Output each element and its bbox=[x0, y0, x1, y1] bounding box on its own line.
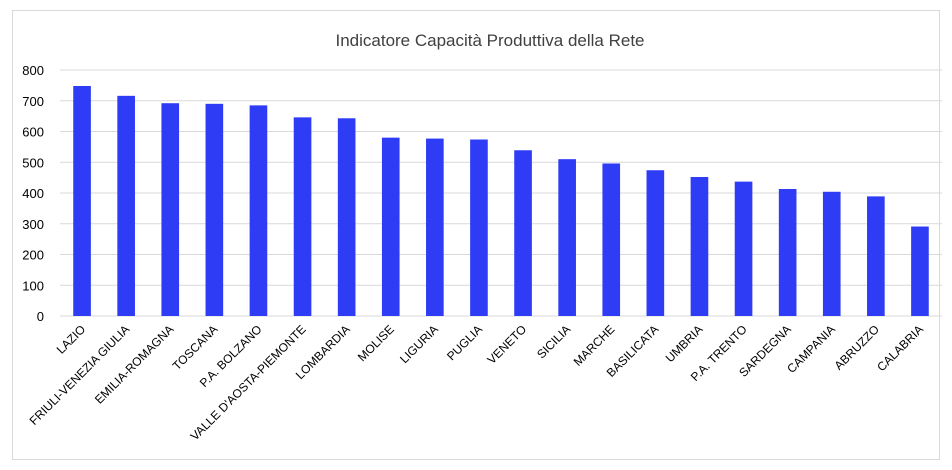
x-tick-label: VENETO bbox=[485, 322, 530, 367]
bar bbox=[778, 189, 797, 316]
y-tick-label: 200 bbox=[22, 248, 44, 263]
y-tick-label: 500 bbox=[22, 155, 44, 170]
bar bbox=[602, 163, 621, 316]
bar bbox=[867, 196, 885, 316]
bar bbox=[117, 95, 135, 316]
bar bbox=[690, 177, 709, 316]
bar bbox=[293, 117, 312, 316]
x-tick-label: EMILIA-ROMAGNA bbox=[92, 322, 176, 406]
x-tick-label: CAMPANIA bbox=[784, 322, 838, 376]
bar bbox=[337, 118, 356, 316]
chart-title: Indicatore Capacità Produttiva della Ret… bbox=[335, 31, 644, 50]
bar bbox=[470, 139, 488, 316]
x-tick-label: UMBRIA bbox=[663, 322, 706, 365]
y-tick-label: 800 bbox=[22, 63, 44, 78]
bar bbox=[205, 103, 224, 316]
x-tick-label: SICILIA bbox=[534, 322, 573, 361]
y-tick-label: 0 bbox=[37, 309, 44, 324]
bar bbox=[381, 137, 400, 316]
bar bbox=[161, 103, 180, 317]
bar bbox=[822, 191, 841, 316]
bar bbox=[734, 181, 753, 316]
x-tick-label: LAZIO bbox=[54, 322, 88, 356]
bar bbox=[426, 138, 444, 316]
bar bbox=[249, 105, 268, 316]
bar bbox=[646, 170, 665, 316]
y-tick-label: 700 bbox=[22, 94, 44, 109]
bar bbox=[73, 85, 91, 317]
bar bbox=[558, 159, 576, 316]
x-tick-label: MOLISE bbox=[355, 322, 397, 364]
x-tick-label: MARCHE bbox=[571, 322, 618, 369]
y-tick-label: 100 bbox=[22, 278, 44, 293]
y-tick-label: 300 bbox=[22, 217, 44, 232]
y-tick-label: 400 bbox=[22, 186, 44, 201]
bar bbox=[514, 150, 532, 316]
x-tick-label: LIGURIA bbox=[397, 322, 441, 366]
x-tick-label: PUGLIA bbox=[444, 322, 485, 363]
bar bbox=[911, 226, 929, 316]
x-tick-label: CALABRIA bbox=[874, 322, 926, 374]
y-tick-label: 600 bbox=[22, 125, 44, 140]
